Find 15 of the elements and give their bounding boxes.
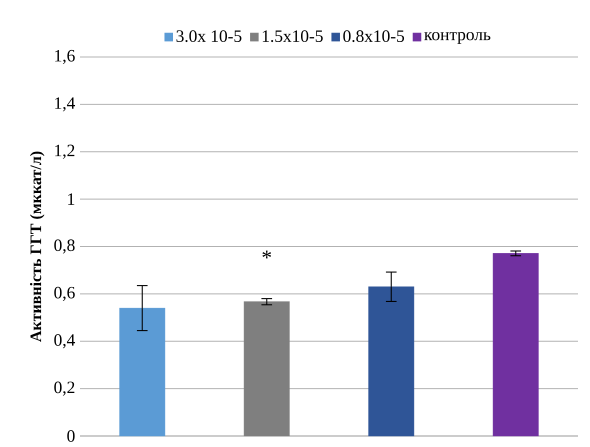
y-tick-label: 0: [67, 430, 75, 442]
annotation: *: [262, 250, 272, 258]
y-tick-label: 1,6: [55, 50, 75, 64]
legend-label: 1.5x10-5: [262, 30, 323, 42]
legend-label: контроль: [424, 32, 490, 44]
y-tick-label: 1,2: [55, 144, 74, 159]
y-tick-label: 0,2: [54, 382, 74, 396]
y-tick-label: 0,8: [54, 239, 75, 254]
y-tick-label: 0,4: [54, 334, 76, 348]
y-tick-label: 0,6: [54, 286, 75, 301]
legend-label: 3.0x 10-5: [176, 30, 242, 42]
legend-label: 0.8x10-5: [343, 30, 404, 42]
y-tick-label: 1: [68, 193, 74, 205]
y-axis-title: Активність ГГТ (мккат/л): [30, 152, 44, 342]
y-tick-label: 1,4: [55, 97, 76, 112]
